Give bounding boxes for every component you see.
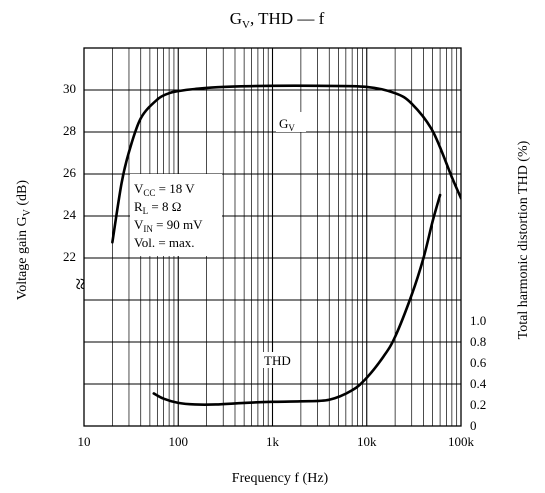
y-right-tick-label: 0.6	[470, 355, 487, 370]
thd-series-label: THD	[264, 353, 291, 368]
y-right-axis-label: Total harmonic distortion THD (%)	[516, 140, 531, 339]
gv-curve	[111, 84, 461, 244]
x-tick-label: 100	[169, 434, 189, 449]
gv-series-label: GV	[279, 116, 295, 133]
y-right-tick-label: 0	[470, 418, 477, 433]
gv-label-bg	[276, 112, 306, 132]
x-tick-label: 100k	[448, 434, 475, 449]
x-axis-label: Frequency f (Hz)	[232, 471, 329, 486]
y-left-tick-label: 30	[63, 81, 76, 96]
series-curves	[111, 84, 461, 406]
y-right-tick-label: 0.8	[470, 334, 486, 349]
y-left-tick-label: 26	[63, 165, 77, 180]
thd-curve	[152, 193, 442, 406]
conditions-text: VCC = 18 V RL = 8 Ω VIN = 90 mV Vol. = max.	[134, 181, 203, 250]
x-tick-label: 10	[78, 434, 91, 449]
x-tick-label: 10k	[357, 434, 377, 449]
conditions-box	[130, 174, 222, 256]
y-right-tick-label: 0.2	[470, 397, 486, 412]
y-left-tick-label: 22	[63, 249, 76, 264]
y-left-tick-label: 24	[63, 207, 77, 222]
y-right-tick-labels: 0 0.2 0.4 0.6 0.8 1.0	[470, 313, 487, 433]
y-left-tick-label: 28	[63, 123, 76, 138]
y-left-tick-labels: 22 24 26 28 30	[63, 81, 77, 264]
chart-title: GV, THD — f	[230, 9, 325, 31]
y-right-tick-label: 0.4	[470, 376, 487, 391]
axis-break-symbol: ≈	[68, 278, 93, 290]
thd-label-bg	[262, 352, 298, 368]
grid-lines	[84, 48, 461, 426]
y-left-axis-label: Voltage gain GV (dB)	[15, 180, 33, 300]
y-right-tick-label: 1.0	[470, 313, 486, 328]
x-tick-labels: 10 100 1k 10k 100k	[78, 434, 475, 449]
x-tick-label: 1k	[266, 434, 280, 449]
plot-frame	[83, 47, 462, 427]
